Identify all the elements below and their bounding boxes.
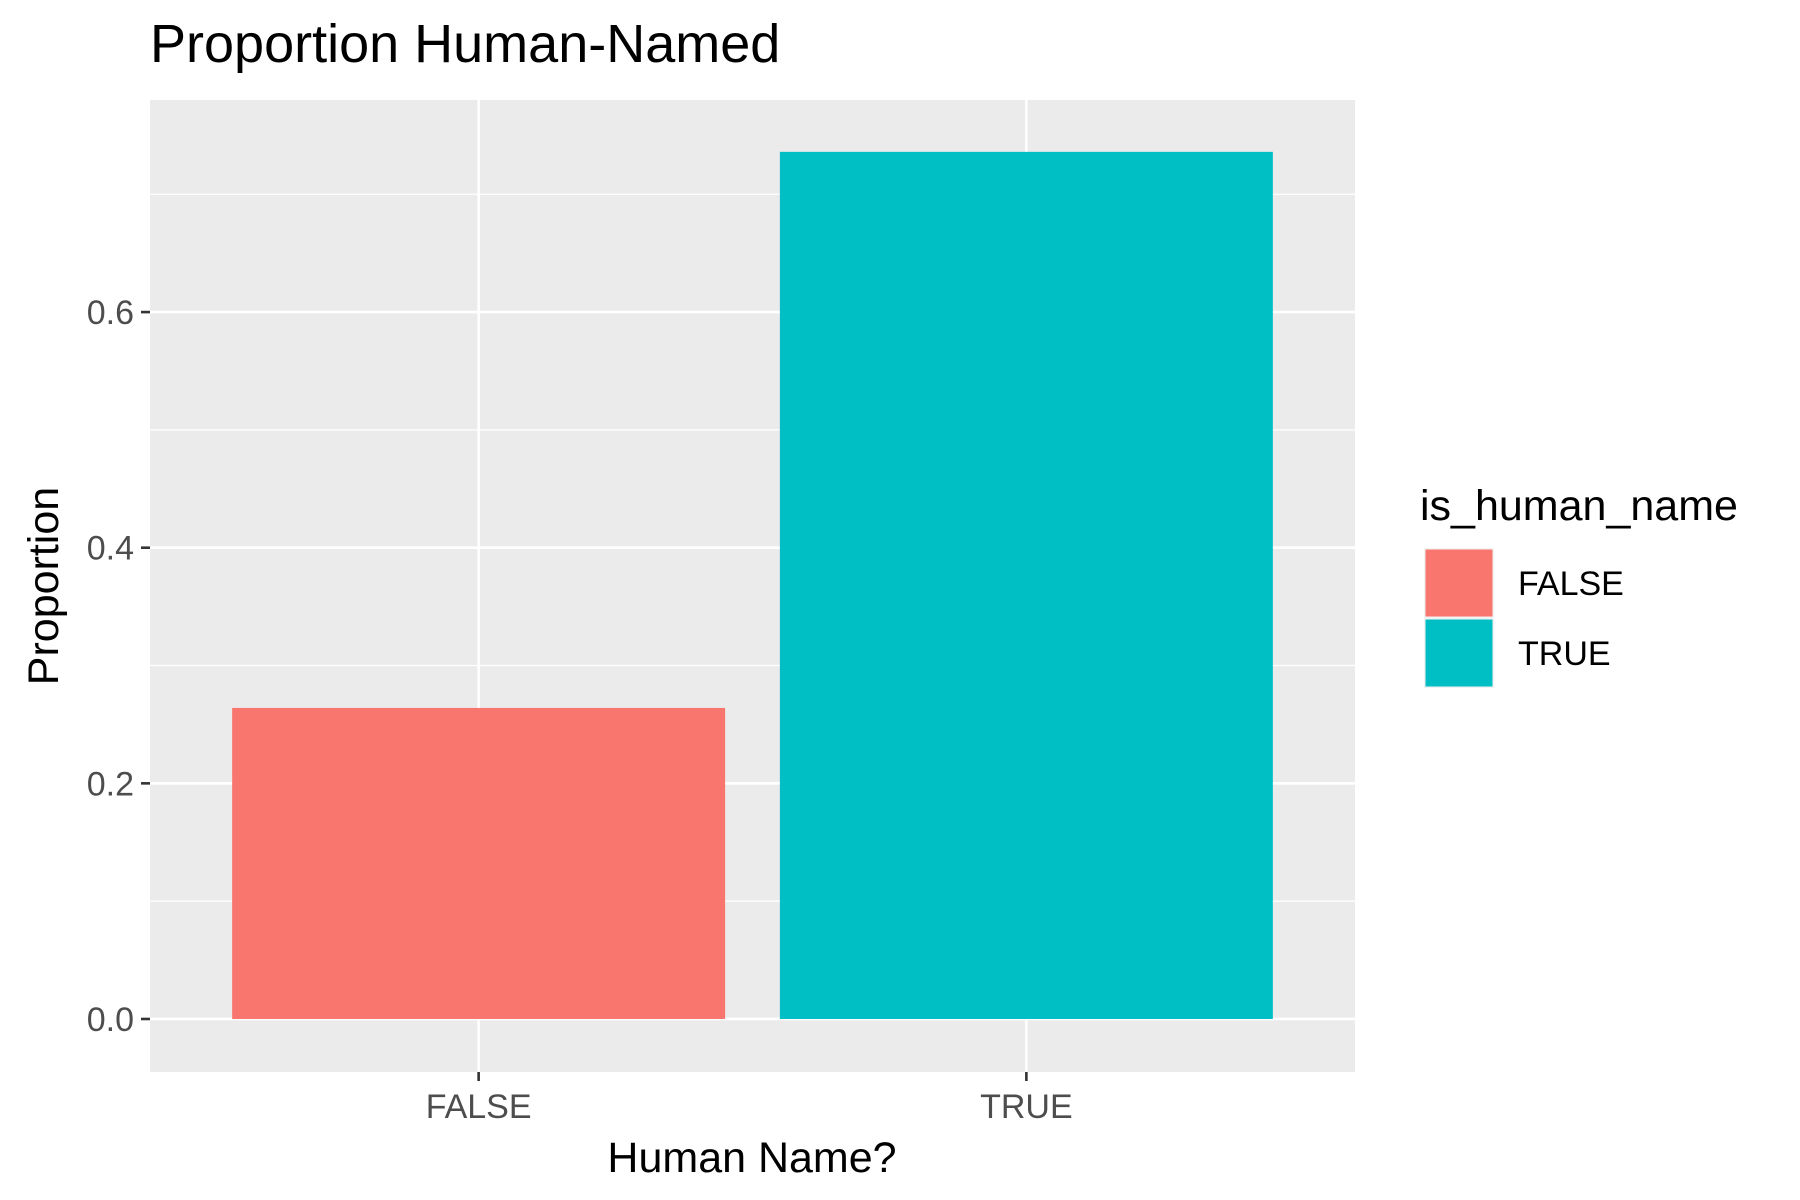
y-tick-label: 0.2 [87, 765, 134, 803]
legend-label: FALSE [1518, 565, 1624, 603]
chart-title: Proportion Human-Named [150, 14, 780, 74]
x-axis-title: Human Name? [607, 1134, 896, 1182]
y-tick-label: 0.4 [87, 530, 134, 568]
legend-label: TRUE [1518, 635, 1611, 673]
legend-title: is_human_name [1420, 482, 1738, 530]
legend-key-true [1425, 619, 1493, 687]
y-tick-label: 0.6 [87, 294, 134, 332]
bar-false [232, 707, 726, 1019]
y-axis-title: Proportion [20, 487, 68, 685]
x-axis: FALSE TRUE [426, 1072, 1073, 1126]
y-tick-label: 0.0 [87, 1001, 134, 1039]
legend-key-false [1425, 549, 1493, 617]
x-tick-label: FALSE [426, 1088, 532, 1126]
y-axis: 0.0 0.2 0.4 0.6 [87, 294, 150, 1039]
bars [232, 151, 1273, 1019]
x-tick-label: TRUE [980, 1088, 1073, 1126]
bar-true [779, 151, 1273, 1019]
legend: is_human_name FALSE TRUE [1420, 482, 1738, 688]
